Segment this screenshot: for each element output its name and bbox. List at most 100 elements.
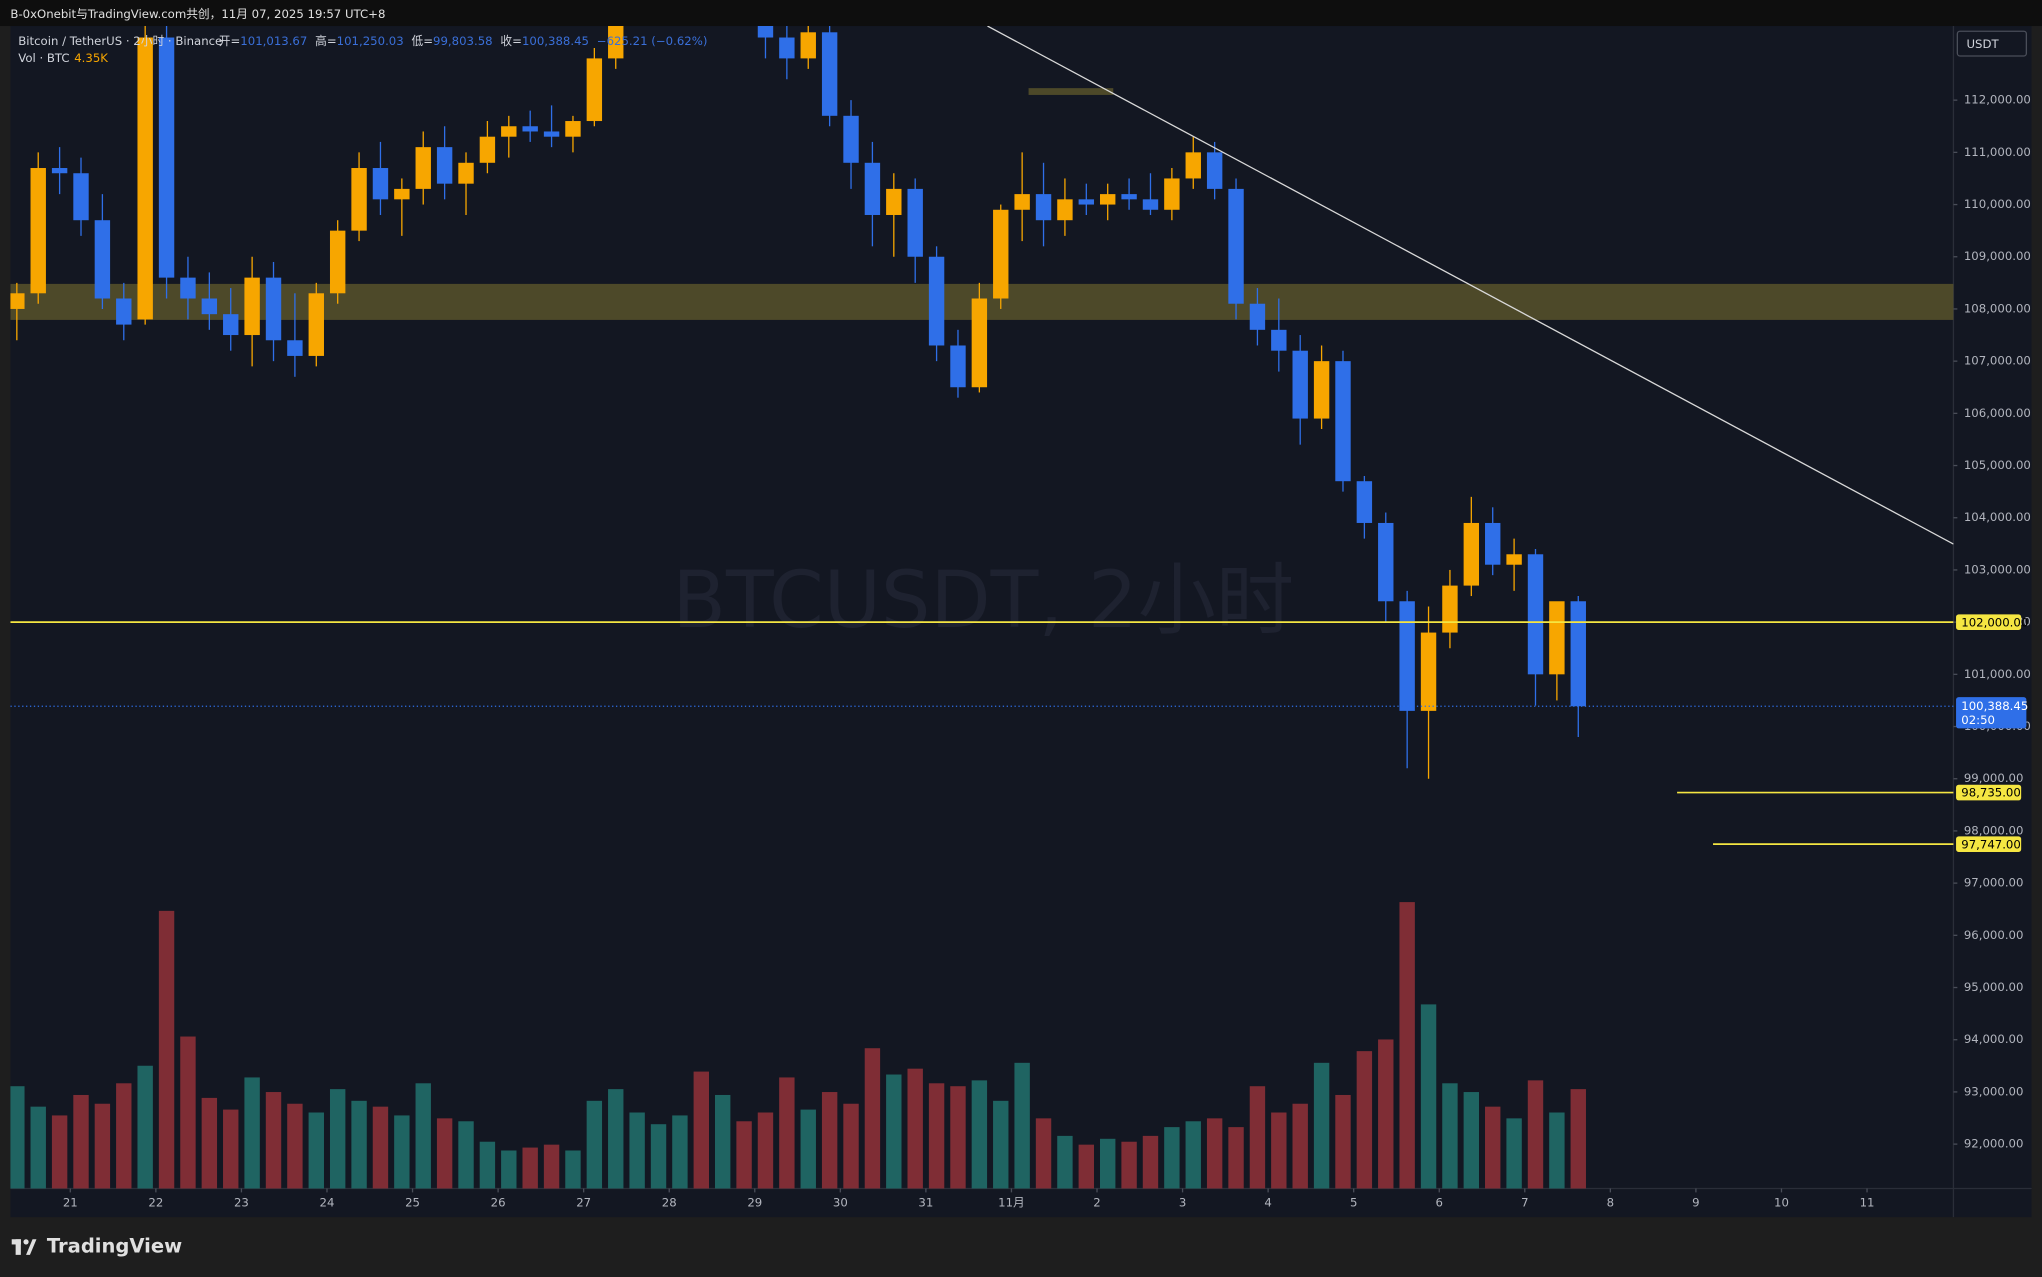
volume-bar: [629, 1112, 645, 1189]
volume-bar: [757, 1112, 774, 1189]
price-tag-label: 98,735.00: [1961, 786, 2021, 800]
y-tick-label: 106,000.00: [1964, 406, 2031, 420]
x-tick-label: 24: [320, 1195, 335, 1209]
candle-body: [843, 115, 859, 163]
volume-bar: [714, 1094, 731, 1189]
volume-bar: [223, 1109, 239, 1189]
countdown: 02:50: [1961, 713, 1995, 727]
candle-body: [479, 136, 496, 163]
trend-line: [987, 26, 1954, 545]
volume-bar: [1335, 1094, 1351, 1189]
candle-body: [1485, 522, 1501, 565]
candle-body: [886, 188, 902, 215]
candle-body: [1378, 522, 1394, 602]
candle-body: [308, 293, 324, 356]
candle-body: [287, 340, 303, 356]
currency-box: [1956, 30, 2028, 57]
candle-body: [779, 37, 795, 59]
y-tick-label: 93,000.00: [1964, 1084, 2024, 1098]
candle-body: [223, 314, 239, 336]
candle-body: [950, 345, 966, 388]
volume-bar: [329, 1089, 346, 1189]
candle-body: [1399, 601, 1415, 711]
volume-bar: [1356, 1051, 1373, 1189]
price-tag-label: 97,747.00: [1961, 837, 2021, 851]
legend-value: −625.21 (−0.62%): [597, 34, 708, 48]
candle-body: [864, 162, 881, 215]
volume-bar: [265, 1092, 282, 1189]
y-tick-label: 103,000.00: [1964, 562, 2031, 576]
candle-body: [244, 277, 260, 336]
candle-body: [1121, 194, 1137, 200]
candle-body: [821, 32, 838, 116]
volume-bar: [672, 1115, 688, 1189]
candle-body: [565, 121, 581, 137]
legend-label: 低=: [412, 34, 434, 48]
volume-bar: [244, 1077, 260, 1189]
x-tick-label: 8: [1607, 1195, 1614, 1209]
legend-label: 高=: [315, 34, 337, 48]
volume-bar: [116, 1083, 132, 1189]
candle-body: [351, 168, 367, 231]
volume-bar: [436, 1118, 453, 1189]
volume-bar: [158, 910, 175, 1189]
volume-bar: [308, 1112, 324, 1189]
volume-bar: [1100, 1138, 1116, 1189]
y-tick-label: 92,000.00: [1964, 1137, 2024, 1151]
x-tick-label: 10: [1774, 1195, 1789, 1209]
candle-body: [1442, 585, 1458, 633]
volume-bar: [1506, 1118, 1522, 1189]
candle-body: [180, 277, 196, 299]
volume-bar: [1463, 1092, 1480, 1189]
candle-body: [1570, 601, 1586, 707]
candle-body: [1527, 554, 1544, 675]
volume-bar: [1206, 1118, 1223, 1189]
volume-bar: [907, 1068, 923, 1189]
volume-bar: [1185, 1121, 1201, 1189]
candle-body: [1185, 152, 1201, 179]
candle-body: [971, 298, 988, 388]
candle-body: [1271, 329, 1287, 351]
candle-body: [116, 298, 132, 325]
logo: [11, 1239, 37, 1255]
volume-bar: [779, 1077, 795, 1189]
candle-body: [543, 131, 560, 137]
candle-body: [415, 147, 431, 189]
volume-bar: [1485, 1106, 1501, 1189]
volume-bar: [886, 1074, 902, 1189]
candle-body: [757, 26, 774, 38]
volume-bar: [394, 1115, 410, 1189]
y-tick-label: 97,000.00: [1964, 876, 2024, 890]
candle-body: [1035, 194, 1052, 221]
volume-bar: [201, 1097, 218, 1189]
y-tick-label: 95,000.00: [1964, 980, 2024, 994]
plot-layer: [10, 26, 1954, 1189]
volume-bar: [1249, 1086, 1266, 1189]
watermark: BTCUSDT, 2小时: [672, 555, 1294, 646]
volume-value: 4.35K: [74, 51, 108, 65]
volume-bar: [565, 1150, 581, 1189]
candle-body: [94, 220, 111, 299]
y-tick-label: 98,000.00: [1964, 823, 2024, 837]
volume-label: Vol · BTC: [18, 51, 69, 65]
volume-bar: [1549, 1112, 1565, 1189]
candle-body: [137, 37, 153, 320]
candle-body: [51, 168, 68, 174]
volume-bar: [864, 1048, 881, 1189]
candle-body: [372, 168, 389, 200]
volume-bar: [1014, 1062, 1030, 1189]
x-tick-label: 3: [1179, 1195, 1186, 1209]
legend-value: 100,388.45: [522, 34, 589, 48]
x-tick-label: 26: [491, 1195, 506, 1209]
volume-bar: [137, 1065, 153, 1189]
candle-body: [1506, 554, 1522, 565]
x-tick-label: 6: [1436, 1195, 1443, 1209]
volume-bar: [94, 1103, 111, 1189]
x-tick-label: 27: [576, 1195, 591, 1209]
volume-bar: [971, 1080, 988, 1189]
volume-bar: [1271, 1112, 1287, 1189]
volume-bar: [1164, 1127, 1180, 1189]
volume-bar: [928, 1083, 945, 1189]
